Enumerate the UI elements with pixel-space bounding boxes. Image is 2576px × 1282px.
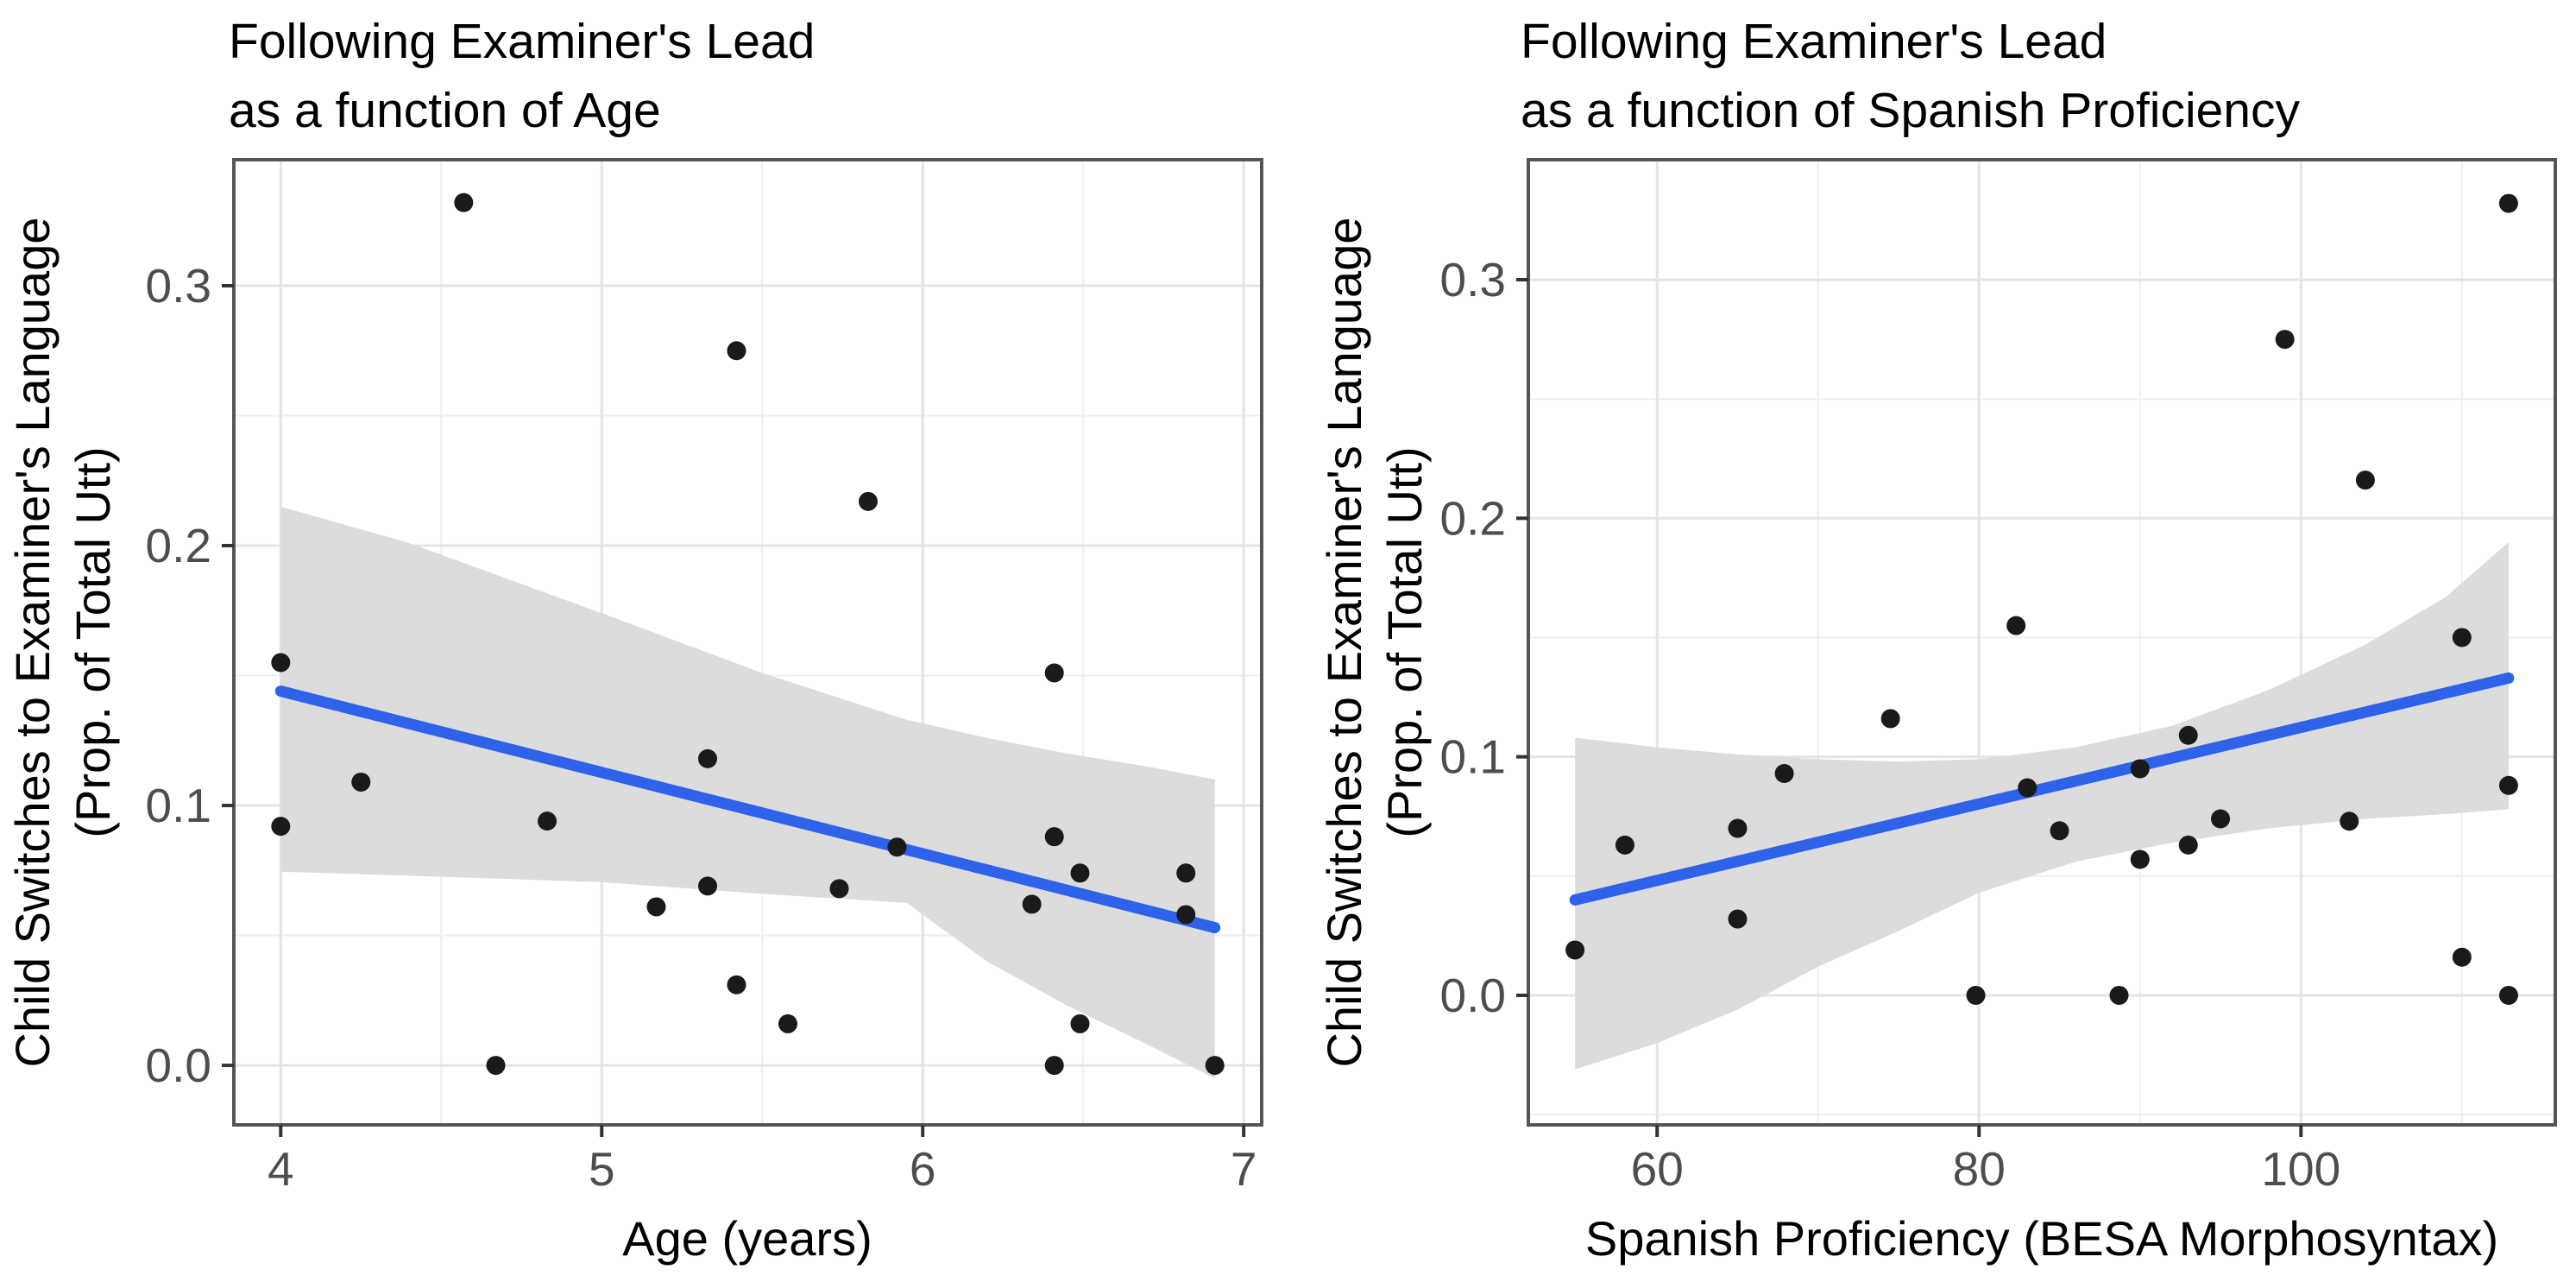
data-point — [2130, 849, 2150, 869]
left-x-axis-title: Age (years) — [622, 1211, 872, 1266]
data-point — [2018, 778, 2037, 798]
right-plot-title-line2: as a function of Spanish Proficiency — [1521, 83, 2301, 138]
data-point — [887, 837, 907, 857]
data-point — [2109, 985, 2129, 1005]
y-tick-label: 0.1 — [1440, 730, 1506, 784]
y-tick-label: 0.2 — [1440, 491, 1506, 545]
data-point — [829, 879, 849, 899]
data-point — [1022, 894, 1042, 914]
data-point — [2355, 470, 2375, 490]
right-plot-title: Following Examiner's Lead as a function … — [1521, 7, 2300, 145]
data-point — [1728, 818, 1748, 838]
data-point — [727, 341, 746, 361]
data-point — [1205, 1056, 1225, 1076]
data-point — [858, 491, 878, 511]
data-point — [271, 653, 291, 673]
y-tick-label: 0.2 — [146, 519, 211, 572]
y-tick-label: 0.0 — [1440, 969, 1506, 1022]
left-plot-title: Following Examiner's Lead as a function … — [229, 7, 815, 145]
right-y-axis-title: Child Switches to Examiner's Language (P… — [1314, 217, 1435, 1067]
data-point — [727, 975, 746, 995]
data-point — [351, 772, 371, 792]
data-point — [778, 1014, 797, 1033]
panel-border — [232, 158, 1263, 1127]
data-point — [1044, 1056, 1064, 1076]
data-point — [698, 748, 718, 768]
x-tick-label: 6 — [910, 1142, 936, 1196]
x-tick-label: 5 — [589, 1142, 615, 1196]
right-plot-title-line1: Following Examiner's Lead — [1521, 14, 2107, 69]
data-point — [2130, 759, 2150, 779]
data-point — [538, 812, 557, 831]
data-point — [486, 1056, 506, 1076]
x-tick-label: 60 — [1631, 1142, 1684, 1196]
data-point — [2006, 616, 2026, 635]
data-point — [2340, 812, 2359, 831]
data-point — [2178, 835, 2198, 855]
data-point — [2178, 725, 2198, 745]
left-y-axis-title: Child Switches to Examiner's Language (P… — [3, 217, 123, 1067]
data-point — [1966, 985, 1986, 1005]
panel-border — [1527, 158, 2557, 1127]
right-x-axis-title: Spanish Proficiency (BESA Morphosyntax) — [1584, 1211, 2499, 1266]
data-point — [1176, 905, 1196, 925]
y-tick-label: 0.3 — [146, 259, 211, 313]
regression-line — [1569, 672, 2515, 906]
data-point — [2275, 330, 2295, 350]
data-point — [646, 897, 666, 917]
data-point — [2452, 628, 2472, 647]
left-plot-title-line1: Following Examiner's Lead — [229, 14, 816, 69]
right-y-axis-title-line2: (Prop. of Total Utt) — [1377, 446, 1432, 838]
data-point — [2498, 775, 2518, 795]
left-plot-title-line2: as a function of Age — [229, 83, 661, 138]
ci-ribbon — [280, 506, 1215, 1079]
data-point — [698, 876, 718, 896]
data-point — [1176, 863, 1196, 883]
y-tick-label: 0.0 — [146, 1039, 211, 1092]
y-tick-label: 0.3 — [1440, 253, 1506, 306]
data-point — [1070, 1014, 1090, 1033]
left-y-axis-title-line2: (Prop. of Total Utt) — [66, 446, 120, 838]
data-point — [1880, 709, 1900, 729]
data-point — [2452, 947, 2472, 967]
data-point — [2211, 809, 2231, 829]
data-point — [454, 193, 474, 212]
data-point — [1615, 835, 1634, 855]
x-tick-label: 4 — [268, 1142, 294, 1196]
right-y-axis-title-line1: Child Switches to Examiner's Language — [1317, 217, 1371, 1068]
data-point — [1070, 863, 1090, 883]
x-tick-label: 7 — [1231, 1142, 1257, 1196]
data-point — [1565, 940, 1585, 960]
left-y-axis-title-line1: Child Switches to Examiner's Language — [5, 217, 60, 1068]
data-point — [1044, 663, 1064, 683]
data-point — [2050, 821, 2069, 841]
data-point — [1044, 827, 1064, 847]
x-tick-label: 100 — [2261, 1142, 2340, 1196]
ci-ribbon — [1575, 541, 2509, 1070]
regression-line — [274, 685, 1221, 934]
data-point — [2498, 985, 2518, 1005]
y-tick-label: 0.1 — [146, 779, 211, 832]
data-point — [271, 817, 291, 837]
x-tick-label: 80 — [1953, 1142, 2006, 1196]
data-point — [1774, 763, 1794, 783]
data-point — [1728, 909, 1748, 929]
data-point — [2498, 193, 2518, 213]
